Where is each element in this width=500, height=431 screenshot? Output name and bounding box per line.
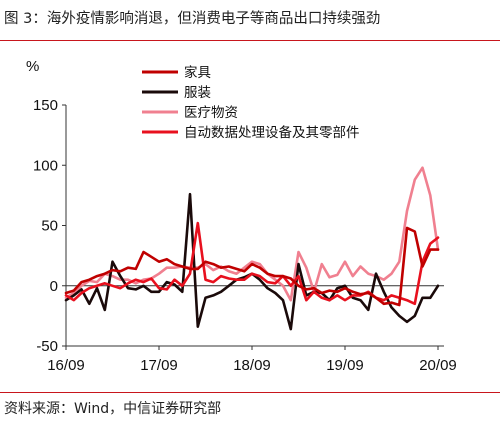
figure-title: 图 3：海外疫情影响消退，但消费电子等商品出口持续强劲 (4, 11, 381, 27)
x-tick-label: 20/09 (419, 357, 457, 374)
y-tick-label: 150 (33, 97, 58, 114)
y-tick-label: -50 (36, 338, 58, 355)
x-tick-label: 19/09 (326, 357, 364, 374)
line-chart: % -50 0 50 100 150 16/09 17/09 18/09 19/09 20/09 家… (26, 58, 457, 374)
source-note: 资料来源：Wind，中信证券研究部 (4, 401, 222, 417)
source-divider (0, 392, 500, 393)
legend-label-0: 家具 (184, 64, 211, 81)
y-tick-label: 0 (50, 278, 58, 295)
legend-label-1: 服装 (184, 85, 211, 101)
x-tick-label: 16/09 (47, 357, 85, 374)
y-tick-label: 50 (41, 218, 58, 235)
x-tick-label: 17/09 (140, 357, 178, 374)
legend-label-2: 医疗物资 (184, 105, 238, 121)
x-tick-label: 18/09 (233, 357, 271, 374)
legend-label-3: 自动数据处理设备及其零部件 (184, 124, 360, 141)
title-divider (0, 40, 500, 41)
y-tick-label: 100 (33, 157, 58, 174)
series-line-0 (64, 226, 440, 307)
y-axis-unit-label: % (26, 58, 39, 75)
